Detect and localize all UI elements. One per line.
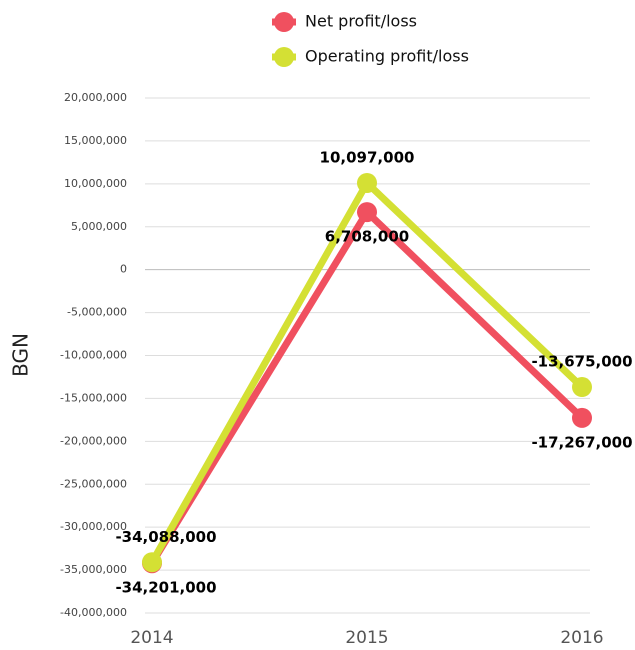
- data-label: -34,201,000: [115, 579, 216, 597]
- y-axis-label: BGN: [9, 333, 33, 377]
- y-tick-label: -40,000,000: [60, 606, 127, 619]
- legend-label: Operating profit/loss: [305, 47, 469, 66]
- y-tick-label: -10,000,000: [60, 349, 127, 362]
- y-tick-label: 20,000,000: [64, 91, 127, 104]
- data-label: -13,675,000: [531, 353, 632, 371]
- data-label: 10,097,000: [320, 149, 415, 167]
- data-label: -17,267,000: [531, 433, 632, 451]
- legend-marker: [274, 12, 294, 32]
- y-tick-label: 15,000,000: [64, 134, 127, 147]
- point: [572, 407, 592, 428]
- data-label: 6,708,000: [325, 228, 409, 246]
- y-tick-label: -15,000,000: [60, 391, 127, 404]
- y-tick-label: 5,000,000: [71, 220, 127, 233]
- legend-marker: [274, 47, 294, 67]
- y-tick-label: -20,000,000: [60, 434, 127, 447]
- y-tick-label: -30,000,000: [60, 520, 127, 533]
- x-tick-label: 2016: [560, 628, 603, 648]
- legend-label: Net profit/loss: [305, 12, 417, 31]
- data-label: -34,088,000: [115, 528, 216, 546]
- point: [357, 173, 377, 194]
- x-tick-label: 2015: [345, 628, 388, 648]
- series-line: [149, 208, 585, 566]
- y-tick-label: -25,000,000: [60, 477, 127, 490]
- x-tick-label: 2014: [130, 628, 173, 648]
- point: [142, 552, 162, 573]
- point: [572, 377, 592, 398]
- y-tick-label: -35,000,000: [60, 563, 127, 576]
- point: [357, 202, 377, 223]
- y-tick-label: -5,000,000: [67, 306, 127, 319]
- y-tick-label: 0: [120, 263, 127, 276]
- y-tick-label: 10,000,000: [64, 177, 127, 190]
